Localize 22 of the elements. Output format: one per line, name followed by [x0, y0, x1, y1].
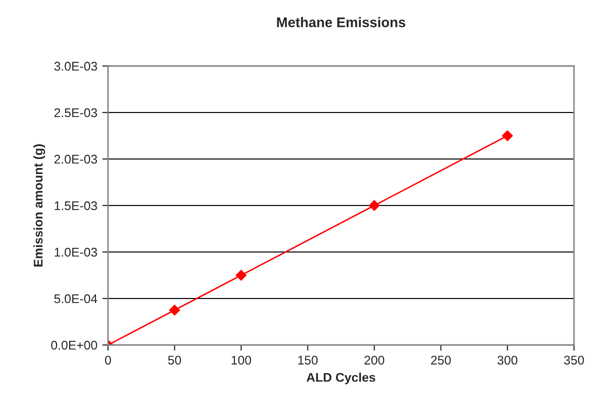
- y-tick-label: 1.5E-03: [54, 201, 98, 210]
- point: [236, 270, 247, 281]
- y-tick-label: 2.0E-03: [54, 154, 98, 164]
- y-axis-title: Emission amount (g): [33, 144, 46, 266]
- x-tick-label: 0: [105, 356, 111, 365]
- point: [502, 130, 513, 142]
- y-tick-label: 2.5E-03: [54, 108, 98, 118]
- x-tick-label: 300: [497, 356, 518, 365]
- point: [169, 304, 180, 316]
- x-axis-title: ALD Cycles: [306, 372, 376, 384]
- y-tick-label: 5.0E-04: [54, 294, 98, 304]
- x-tick-label: 250: [431, 356, 451, 365]
- x-tick-label: 200: [364, 356, 384, 365]
- y-tick-label: 3.0E-03: [54, 62, 98, 71]
- x-tick-label: 50: [168, 356, 182, 365]
- chart-title: Methane Emissions: [277, 17, 406, 28]
- x-tick-label: 100: [232, 356, 252, 365]
- y-tick-label: 0.0E+00: [51, 340, 98, 350]
- x-tick-label: 150: [298, 356, 318, 365]
- y-tick-label: 1.0E-03: [54, 248, 98, 257]
- point: [368, 200, 380, 211]
- x-tick-label: 350: [564, 356, 584, 365]
